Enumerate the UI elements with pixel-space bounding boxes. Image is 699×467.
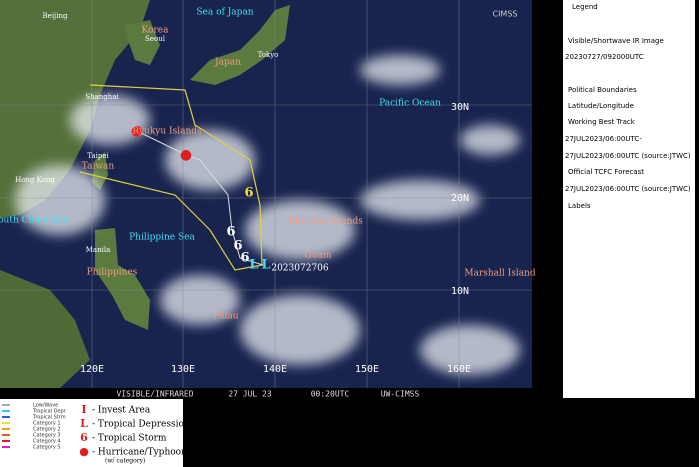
grid-labels: 30N 20N 10N 120E 130E 140E 150E 160E <box>80 102 471 375</box>
map-label: Japan <box>214 58 241 68</box>
storm-time-label: 2023072706 <box>271 264 329 274</box>
forecast-cone <box>79 84 263 271</box>
panel-item: Official TCFC Forecast <box>568 168 644 176</box>
lon-label: 120E <box>80 364 104 375</box>
legend-small: Category 4 <box>33 439 61 445</box>
panel-item: 20230727/092000UTC <box>565 53 644 61</box>
forecast-track <box>136 130 264 266</box>
panel-item: 27JUL2023/06:00UTC- <box>565 135 642 143</box>
svg-text:●: ● <box>180 147 192 163</box>
lon-label: 160E <box>447 364 471 375</box>
map-label: Guam <box>305 251 332 261</box>
legend-item: - Invest Area <box>92 406 151 416</box>
map-label: Ryukyu Islands <box>132 127 202 137</box>
map-labels: Sea of Japan Beijing Korea Seoul Tokyo J… <box>0 8 536 322</box>
lat-label: 10N <box>451 286 469 297</box>
panel-title: Legend <box>572 3 598 11</box>
footer-text: VISIBLE/INFRARED <box>116 390 193 399</box>
map-label: Philippines <box>87 268 138 278</box>
legend-panel: Legend Visible/Shortwave IR Image 202307… <box>563 0 695 398</box>
legend-item: - Tropical Storm <box>92 434 167 444</box>
map-label: South China Sea <box>0 216 69 226</box>
svg-text:L: L <box>261 258 270 273</box>
lat-label: 20N <box>451 193 469 204</box>
svg-text:L: L <box>249 258 258 273</box>
footer-text: UW-CIMSS <box>381 390 420 399</box>
svg-text:●: ● <box>131 123 143 139</box>
lon-label: 150E <box>355 364 379 375</box>
svg-text:6: 6 <box>240 251 249 266</box>
panel-item: Latitude/Longitude <box>568 102 634 110</box>
map-label: Shanghai <box>85 93 119 101</box>
legend-small: Category 3 <box>33 433 61 439</box>
storm-symbols: ● ● 6 6 6 6 L L <box>131 123 271 273</box>
panel-item: Political Boundaries <box>568 86 637 94</box>
legend-small: Category 5 <box>33 445 61 451</box>
svg-text:●: ● <box>79 445 89 458</box>
map-label: Philippine Sea <box>129 233 195 243</box>
svg-text:6: 6 <box>233 239 242 254</box>
svg-text:6: 6 <box>226 225 235 240</box>
map-label: Taiwan <box>82 162 115 172</box>
map-label: Mariana Islands <box>289 217 363 227</box>
legend-item: - Hurricane/Typhoon <box>92 448 187 458</box>
storm-legend: Low/Wave Tropical Depr Tropical Strm Cat… <box>0 399 190 467</box>
map-label: Hong Kong <box>15 176 55 184</box>
svg-text:I: I <box>81 403 86 416</box>
footer-text: 27 JUL 23 <box>228 390 272 399</box>
map-label: Marshall Island <box>464 269 535 279</box>
map-label: Seoul <box>145 35 166 43</box>
map-label: Korea <box>142 26 170 36</box>
lon-label: 140E <box>263 364 287 375</box>
svg-text:6: 6 <box>244 186 253 201</box>
lat-lon-grid <box>0 0 532 388</box>
legend-note: (w/ category) <box>105 458 145 465</box>
satellite-image <box>0 0 532 388</box>
legend-small: Tropical Depr <box>32 409 67 415</box>
map-label: Sea of Japan <box>196 8 253 18</box>
lon-label: 130E <box>171 364 195 375</box>
map-label: Tokyo <box>258 51 279 59</box>
panel-item: 27JUL2023/06:00UTC (source:JTWC) <box>565 185 691 193</box>
map-label: Manila <box>86 246 111 254</box>
legend-small: Low/Wave <box>33 403 58 409</box>
svg-text:6: 6 <box>80 431 88 444</box>
footer-bar: VISIBLE/INFRARED 27 JUL 23 00:20UTC UW-C… <box>0 388 532 399</box>
footer-text: 00:20UTC <box>311 390 350 399</box>
legend-small: Tropical Strm <box>32 415 66 421</box>
watermark: CIMSS <box>492 10 517 19</box>
map-label: Pacific Ocean <box>379 99 441 109</box>
legend-item: - Tropical Depression <box>92 420 190 430</box>
map-label: Palau <box>213 312 238 322</box>
panel-item: Working Best Track <box>568 118 636 126</box>
legend-small: Category 2 <box>33 427 61 433</box>
svg-text:L: L <box>80 417 88 430</box>
panel-item: Visible/Shortwave IR Image <box>568 37 664 45</box>
lat-label: 30N <box>451 102 469 113</box>
legend-small: Category 1 <box>33 421 61 427</box>
panel-item: 27JUL2023/06:00UTC (source:JTWC) <box>565 152 691 160</box>
map-label: Beijing <box>43 12 68 20</box>
map-label: Taipei <box>87 152 109 160</box>
panel-item: Labels <box>568 202 591 210</box>
